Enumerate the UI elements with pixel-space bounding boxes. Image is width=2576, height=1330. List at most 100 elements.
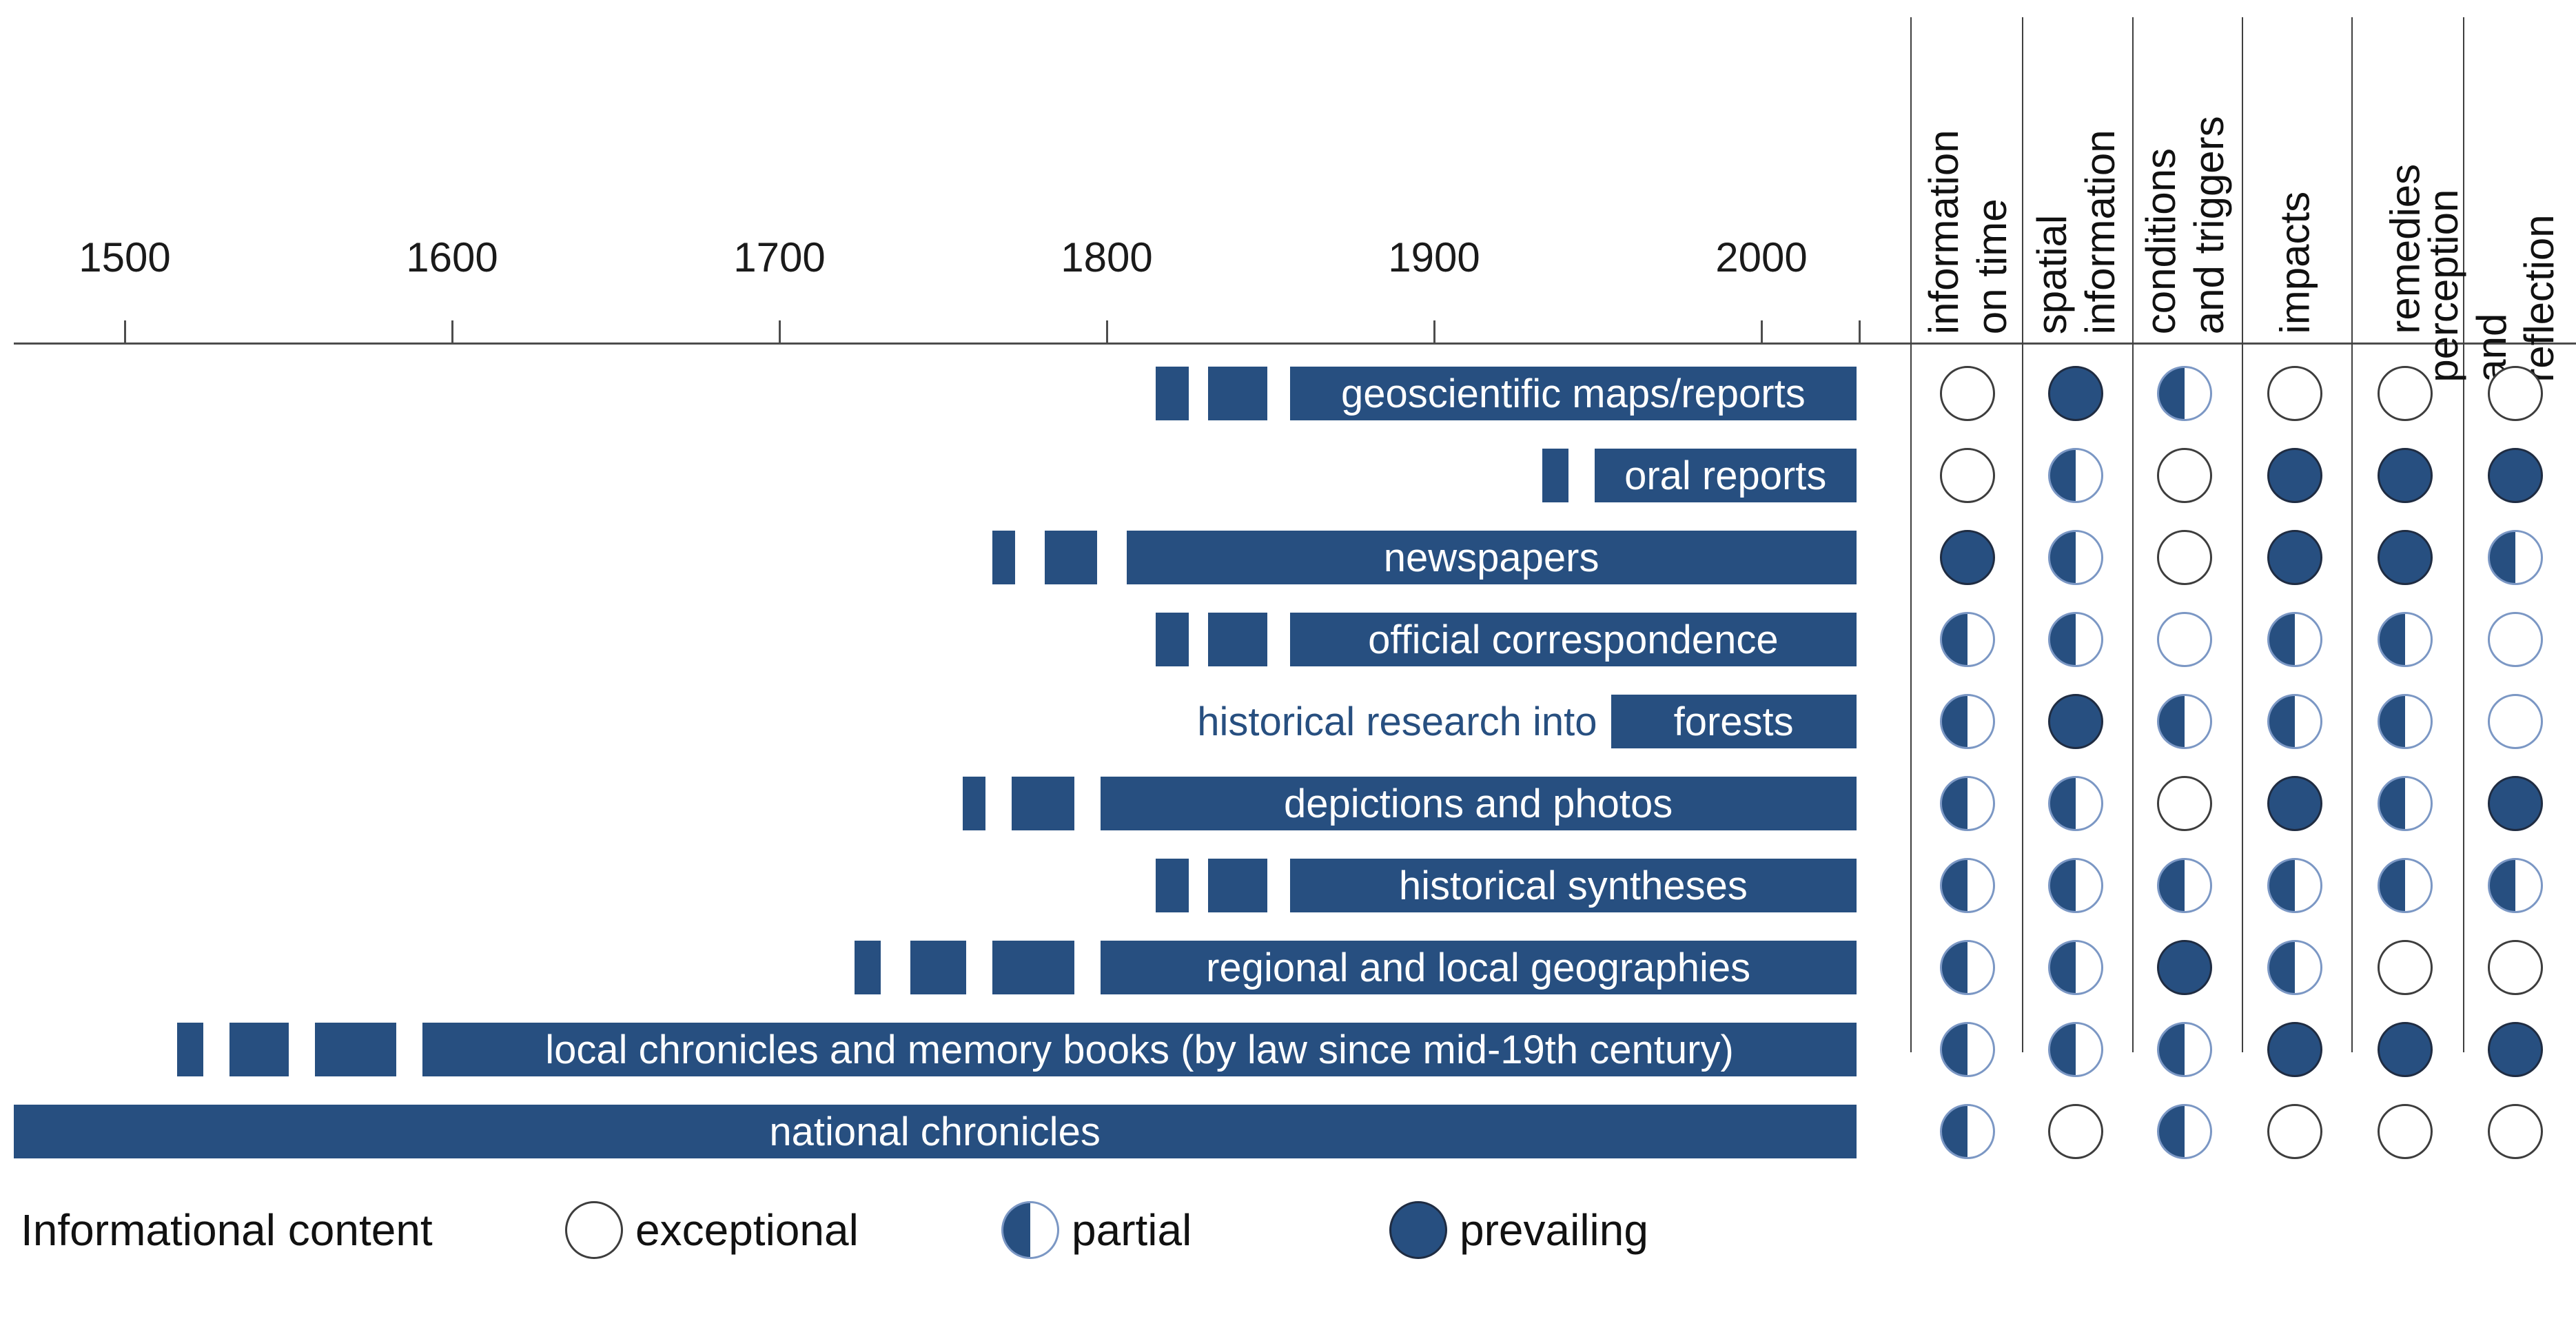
rating-dot-prevailing [2488, 448, 2543, 503]
source-bar-main [422, 1023, 1857, 1076]
rating-dot-partial [2048, 776, 2103, 831]
axis-tick-label: 1600 [406, 234, 498, 280]
rating-dot-exceptional [2378, 1104, 2433, 1159]
source-bar-lead-segment [1044, 531, 1097, 584]
column-divider [2132, 17, 2134, 1052]
rating-dot-exceptional [2157, 448, 2212, 503]
source-bar-lead-segment [1542, 449, 1568, 502]
source-bar-lead-segment [177, 1023, 203, 1076]
rating-dot-exceptional [2157, 530, 2212, 585]
source-bar-lead-segment [314, 1023, 397, 1076]
column-divider [2022, 17, 2023, 1052]
rating-dot-partial [2157, 858, 2212, 913]
rating-dot-prevailing [2488, 1022, 2543, 1077]
rating-dot-prevailing [2488, 776, 2543, 831]
source-bar-lead-segment [1208, 367, 1267, 420]
bar-label: official correspondence [1368, 617, 1779, 662]
rating-dot-exceptional [1940, 448, 1995, 503]
source-bar-lead-segment [1208, 613, 1267, 666]
source-bar-lead-segment [992, 941, 1074, 994]
rating-dot-exceptional [2267, 366, 2322, 421]
source-bar-lead-segment [910, 941, 966, 994]
rating-dot-partial [2378, 612, 2433, 667]
source-bar-lead-segment [1156, 367, 1189, 420]
rating-dot-partial [1940, 940, 1995, 995]
axis-tick [451, 320, 453, 342]
rating-dot-partial [2378, 776, 2433, 831]
column-divider [1910, 17, 1912, 1052]
bar-label: national chronicles [769, 1109, 1101, 1154]
rating-dot-partial [1940, 858, 1995, 913]
rating-dot-exceptional [2488, 940, 2543, 995]
rating-dot-exceptional [2378, 940, 2433, 995]
axis-tick [1859, 320, 1861, 342]
rating-dot-exceptional [2488, 366, 2543, 421]
axis-tick-label: 1900 [1388, 234, 1480, 280]
rating-dot-partial [2048, 858, 2103, 913]
source-bar-lead-segment [855, 941, 881, 994]
legend-dot-exceptional [565, 1201, 623, 1259]
source-bar-lead-segment [1208, 859, 1267, 912]
bar-outside-label: historical research into [1197, 699, 1597, 744]
rating-dot-partial [2267, 694, 2322, 749]
bar-label: geoscientific maps/reports [1341, 371, 1806, 416]
rating-dot-partial [2378, 858, 2433, 913]
rating-dot-partial [2048, 1022, 2103, 1077]
rating-dot-partial [2048, 448, 2103, 503]
axis-tick-label: 1500 [79, 234, 171, 280]
column-header-impacts: impacts [2271, 191, 2318, 334]
rating-dot-prevailing [2048, 366, 2103, 421]
rating-dot-partial [2157, 1104, 2212, 1159]
legend-dot-partial [1001, 1201, 1059, 1259]
rating-dot-partial [2488, 858, 2543, 913]
rating-dot-partial [2048, 530, 2103, 585]
rating-dot-partial [2267, 612, 2322, 667]
axis-tick [1105, 320, 1108, 342]
source-bar-lead-segment [1156, 613, 1189, 666]
source-bar-lead-segment [992, 531, 1015, 584]
column-header-conditions-and-triggers: conditions and triggers [2137, 116, 2231, 335]
column-divider [2242, 17, 2243, 1052]
legend-label-partial: partial [1072, 1205, 1192, 1255]
rating-dot-exceptional [2267, 1104, 2322, 1159]
rating-dot-partial [2488, 530, 2543, 585]
rating-dot-partial [1940, 1022, 1995, 1077]
bar-label: depictions and photos [1283, 781, 1673, 826]
source-bar-lead-segment [1012, 777, 1074, 830]
rating-dot-exceptional [2488, 612, 2543, 667]
bar-label: forests [1673, 699, 1794, 744]
rating-dot-partial [2157, 1022, 2212, 1077]
axis-tick [123, 320, 126, 342]
rating-dot-partial [2267, 940, 2322, 995]
axis-tick-label: 2000 [1715, 234, 1808, 280]
rating-dot-partial [1940, 694, 1995, 749]
rating-dot-partial [2048, 612, 2103, 667]
rating-dot-exceptional [1940, 366, 1995, 421]
rating-dot-partial [1940, 1104, 1995, 1159]
column-header-spatial-information: spatial information [2028, 130, 2123, 335]
rating-dot-partial [2157, 366, 2212, 421]
source-bar-lead-segment [1156, 859, 1189, 912]
source-bar-main [1611, 695, 1857, 748]
rating-dot-prevailing [2267, 1022, 2322, 1077]
rating-dot-exceptional [2048, 1104, 2103, 1159]
rating-dot-partial [1940, 612, 1995, 667]
rating-dot-partial [2267, 858, 2322, 913]
rating-dot-exceptional [2488, 694, 2543, 749]
rating-dot-prevailing [2157, 940, 2212, 995]
bar-label: regional and local geographies [1206, 945, 1751, 990]
source-bar-main [1100, 777, 1857, 830]
source-bar-main [1290, 367, 1857, 420]
bar-label: newspapers [1383, 535, 1599, 580]
column-header-perception-and-reflection: perception and reflection [2420, 189, 2562, 382]
rating-dot-partial [1940, 776, 1995, 831]
rating-dot-prevailing [2267, 530, 2322, 585]
source-bar-main [1290, 859, 1857, 912]
rating-dot-prevailing [1940, 530, 1995, 585]
legend-label-prevailing: prevailing [1460, 1205, 1648, 1255]
rating-dot-exceptional [2157, 612, 2212, 667]
rating-dot-exceptional [2157, 776, 2212, 831]
source-bar-main [1100, 941, 1857, 994]
rating-dot-exceptional [2488, 1104, 2543, 1159]
